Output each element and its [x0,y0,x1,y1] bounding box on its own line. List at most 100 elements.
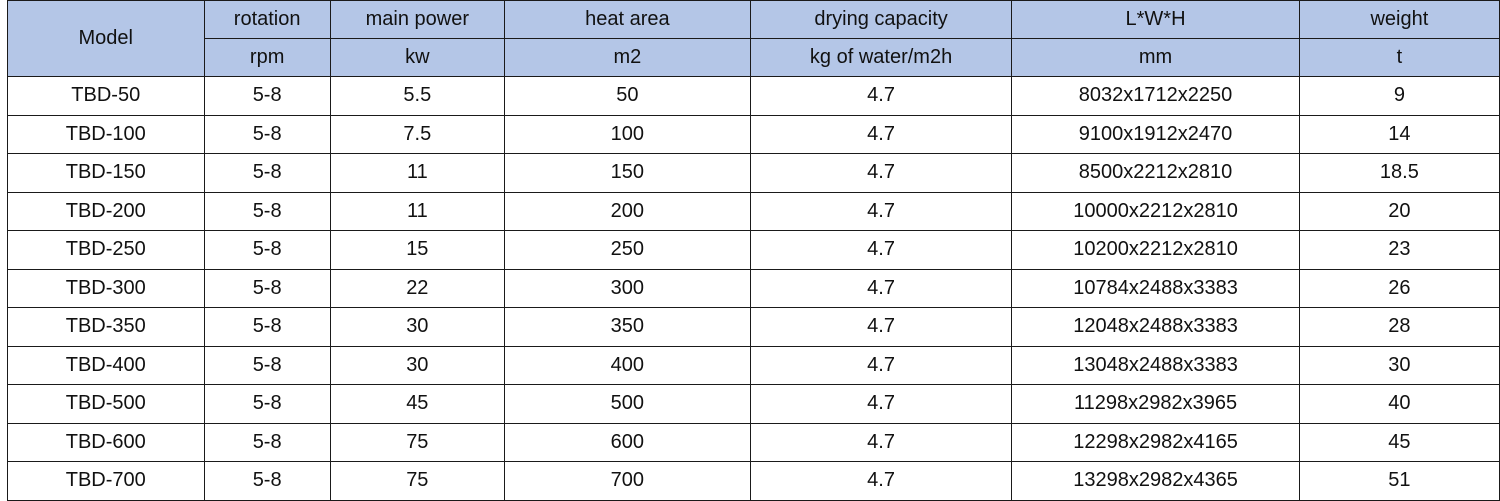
spec-table-container: Model rotation main power heat area dryi… [7,0,1500,501]
cell-weight: 28 [1298,307,1500,347]
cell-model: TBD-300 [7,268,205,308]
cell-model: TBD-350 [7,307,205,347]
table-row: TBD-50 5-8 5.5 50 4.7 8032x1712x2250 9 [7,76,1500,116]
cell-drying-capacity: 4.7 [749,230,1013,270]
cell-main-power: 75 [329,422,505,462]
cell-main-power: 7.5 [329,114,505,154]
cell-dimensions: 13298x2982x4365 [1011,461,1300,501]
cell-model: TBD-600 [7,422,205,462]
table-row: TBD-350 5-8 30 350 4.7 12048x2488x3383 28 [7,307,1500,347]
header-row-units: rpm kw m2 kg of water/m2h mm t [8,38,1500,77]
cell-drying-capacity: 4.7 [749,191,1013,231]
table-row: TBD-150 5-8 11 150 4.7 8500x2212x2810 18.5 [7,153,1500,193]
table-row: TBD-500 5-8 45 500 4.7 11298x2982x3965 40 [7,384,1500,424]
cell-heat-area: 200 [503,191,751,231]
unit-dimensions: mm [1011,38,1300,77]
cell-rotation: 5-8 [203,307,331,347]
cell-heat-area: 350 [503,307,751,347]
header-heat-area: heat area [503,0,751,39]
cell-rotation: 5-8 [203,384,331,424]
unit-rotation: rpm [203,38,331,77]
table-row: TBD-200 5-8 11 200 4.7 10000x2212x2810 20 [7,191,1500,231]
cell-drying-capacity: 4.7 [749,307,1013,347]
cell-rotation: 5-8 [203,230,331,270]
table-row: TBD-250 5-8 15 250 4.7 10200x2212x2810 23 [7,230,1500,270]
cell-dimensions: 8500x2212x2810 [1011,153,1300,193]
cell-model: TBD-500 [7,384,205,424]
header-weight: weight [1298,0,1500,39]
cell-drying-capacity: 4.7 [749,345,1013,385]
table-header: Model rotation main power heat area dryi… [7,0,1500,77]
cell-model: TBD-700 [7,461,205,501]
cell-weight: 18.5 [1298,153,1500,193]
cell-rotation: 5-8 [203,191,331,231]
cell-rotation: 5-8 [203,422,331,462]
table-row: TBD-300 5-8 22 300 4.7 10784x2488x3383 26 [7,268,1500,308]
cell-rotation: 5-8 [203,76,331,116]
cell-heat-area: 150 [503,153,751,193]
cell-main-power: 22 [329,268,505,308]
header-rotation: rotation [203,0,331,39]
spec-table: Model rotation main power heat area dryi… [7,0,1500,501]
cell-weight: 20 [1298,191,1500,231]
header-row-top: Model rotation main power heat area dryi… [7,0,1500,77]
cell-heat-area: 100 [503,114,751,154]
cell-drying-capacity: 4.7 [749,114,1013,154]
cell-model: TBD-100 [7,114,205,154]
cell-rotation: 5-8 [203,345,331,385]
cell-main-power: 15 [329,230,505,270]
cell-dimensions: 13048x2488x3383 [1011,345,1300,385]
cell-rotation: 5-8 [203,461,331,501]
cell-heat-area: 50 [503,76,751,116]
table-row: TBD-700 5-8 75 700 4.7 13298x2982x4365 51 [7,461,1500,501]
cell-dimensions: 12298x2982x4165 [1011,422,1300,462]
cell-dimensions: 12048x2488x3383 [1011,307,1300,347]
cell-weight: 26 [1298,268,1500,308]
cell-heat-area: 500 [503,384,751,424]
cell-main-power: 45 [329,384,505,424]
cell-dimensions: 10784x2488x3383 [1011,268,1300,308]
cell-model: TBD-200 [7,191,205,231]
cell-weight: 23 [1298,230,1500,270]
cell-main-power: 11 [329,153,505,193]
cell-heat-area: 250 [503,230,751,270]
cell-main-power: 30 [329,307,505,347]
table-row: TBD-600 5-8 75 600 4.7 12298x2982x4165 45 [7,422,1500,462]
cell-weight: 45 [1298,422,1500,462]
cell-dimensions: 8032x1712x2250 [1011,76,1300,116]
unit-heat-area: m2 [503,38,751,77]
cell-main-power: 30 [329,345,505,385]
cell-main-power: 75 [329,461,505,501]
cell-weight: 51 [1298,461,1500,501]
cell-drying-capacity: 4.7 [749,268,1013,308]
cell-dimensions: 10200x2212x2810 [1011,230,1300,270]
cell-drying-capacity: 4.7 [749,384,1013,424]
cell-drying-capacity: 4.7 [749,422,1013,462]
cell-weight: 30 [1298,345,1500,385]
unit-drying-capacity: kg of water/m2h [749,38,1013,77]
header-model: Model [7,0,205,77]
cell-heat-area: 300 [503,268,751,308]
cell-drying-capacity: 4.7 [749,153,1013,193]
cell-main-power: 11 [329,191,505,231]
cell-rotation: 5-8 [203,153,331,193]
cell-heat-area: 400 [503,345,751,385]
table-row: TBD-100 5-8 7.5 100 4.7 9100x1912x2470 14 [7,114,1500,154]
cell-weight: 9 [1298,76,1500,116]
cell-model: TBD-150 [7,153,205,193]
header-dimensions: L*W*H [1011,0,1300,39]
cell-weight: 14 [1298,114,1500,154]
cell-dimensions: 10000x2212x2810 [1011,191,1300,231]
table-body: TBD-50 5-8 5.5 50 4.7 8032x1712x2250 9 TBD-100 5… [7,76,1500,501]
cell-drying-capacity: 4.7 [749,461,1013,501]
cell-rotation: 5-8 [203,114,331,154]
cell-weight: 40 [1298,384,1500,424]
unit-main-power: kw [329,38,505,77]
cell-main-power: 5.5 [329,76,505,116]
cell-heat-area: 600 [503,422,751,462]
table-row: TBD-400 5-8 30 400 4.7 13048x2488x3383 30 [7,345,1500,385]
cell-model: TBD-400 [7,345,205,385]
unit-weight: t [1298,38,1500,77]
cell-dimensions: 9100x1912x2470 [1011,114,1300,154]
cell-dimensions: 11298x2982x3965 [1011,384,1300,424]
